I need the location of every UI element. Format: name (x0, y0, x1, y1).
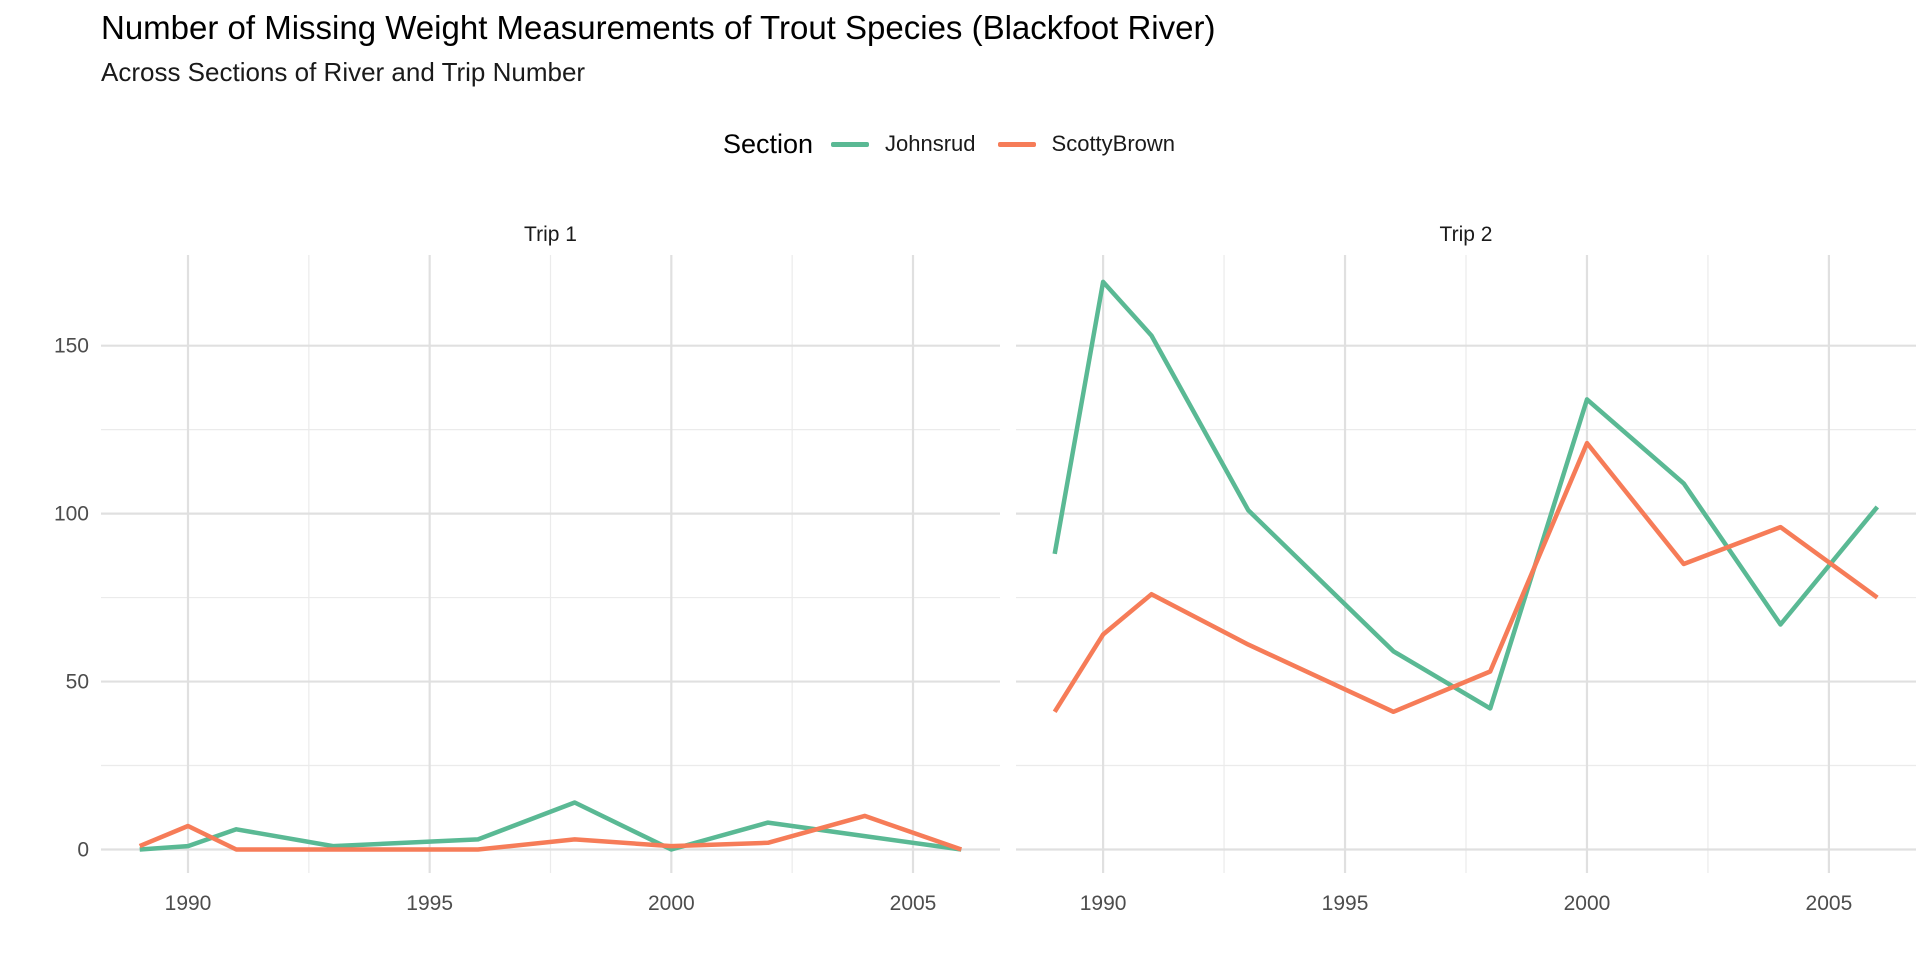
facet-label-trip-2: Trip 2 (1440, 223, 1493, 246)
facet-label-trip-1: Trip 1 (524, 223, 577, 246)
legend-key-scottybrown (997, 141, 1036, 147)
series-line-scottybrown-trip-2 (1052, 440, 1879, 715)
chart-title: Number of Missing Weight Measurements of… (101, 9, 1216, 46)
x-tick-label-1990: 1990 (165, 892, 212, 915)
x-tick-label-1995: 1995 (406, 892, 453, 915)
series-line-johnsrud-trip-2 (1052, 279, 1880, 711)
legend-label-johnsrud: Johnsrud (885, 131, 976, 156)
legend-item-scottybrown: ScottyBrown (997, 131, 1176, 157)
x-tick-label-2000: 2000 (648, 892, 695, 915)
legend-label-scottybrown: ScottyBrown (1051, 131, 1176, 156)
panel-trip-1: Trip 1 1990 1995 2000 2005 (101, 223, 1000, 915)
legend: Section Johnsrud ScottyBrown (0, 124, 1920, 164)
panel-trip-2: Trip 2 1990 1995 2000 2005 (1016, 223, 1916, 915)
y-tick-label-50: 50 (66, 671, 89, 694)
legend-title: Section (722, 128, 814, 159)
y-tick-label-100: 100 (54, 503, 89, 526)
legend-item-johnsrud: Johnsrud (831, 131, 976, 157)
y-tick-label-150: 150 (54, 335, 89, 358)
y-tick-label-0: 0 (77, 838, 89, 861)
chart-subtitle: Across Sections of River and Trip Number (101, 57, 586, 87)
x-tick-label-1995: 1995 (1322, 892, 1369, 915)
series-line-scottybrown-trip-1 (138, 813, 963, 852)
legend-key-johnsrud (831, 141, 870, 147)
x-tick-label-2000: 2000 (1564, 892, 1611, 915)
x-tick-label-1990: 1990 (1080, 892, 1127, 915)
x-tick-label-2005: 2005 (1806, 892, 1853, 915)
x-tick-label-2005: 2005 (890, 892, 937, 915)
